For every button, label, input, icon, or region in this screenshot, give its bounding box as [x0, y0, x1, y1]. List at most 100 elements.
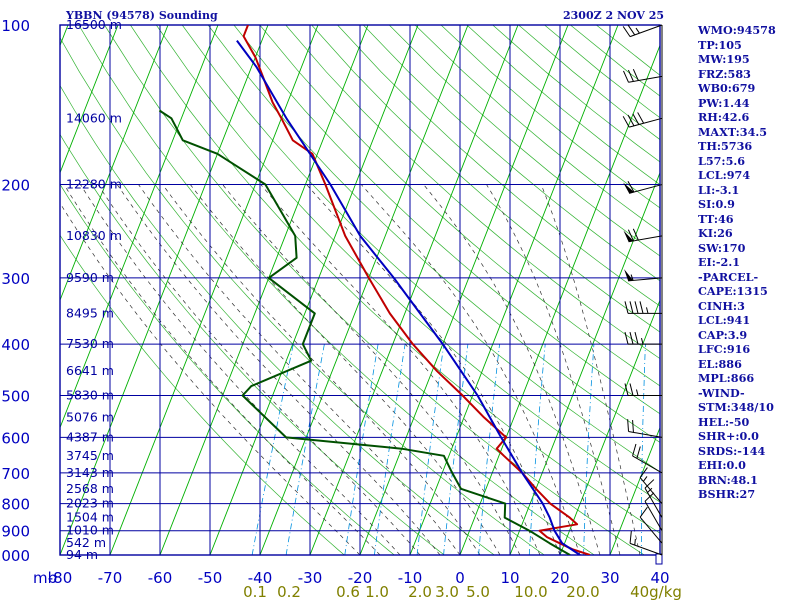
- height-label: 9590 m: [66, 270, 114, 285]
- index-item: -WIND-: [698, 385, 745, 400]
- dry-adiabat-line: [60, 133, 445, 555]
- height-label: 1504 m: [66, 510, 114, 525]
- dry-adiabat-line: [78, 25, 595, 555]
- wind-barb-feather: [639, 301, 644, 314]
- wind-barb-feather: [639, 506, 648, 518]
- wind-barb-shaft: [639, 477, 663, 504]
- isotherm-line: [259, 25, 469, 555]
- wind-barb-feather: [627, 69, 634, 82]
- index-item: WB0:679: [698, 81, 756, 95]
- index-item: CAPE:1315: [698, 284, 768, 298]
- temperature-tick-label: -80: [48, 569, 73, 587]
- wind-barb-feather: [636, 446, 641, 459]
- index-item: SI:0.9: [698, 197, 735, 211]
- pressure-tick-label: 100: [1, 17, 30, 35]
- index-item: CINH:3: [698, 298, 745, 313]
- mixing-ratio-line: [285, 344, 325, 555]
- wind-barb: [623, 228, 663, 243]
- pressure-tick-label: 800: [1, 496, 30, 514]
- wind-barb-shaft: [644, 487, 663, 518]
- wind-barb-feather: [623, 70, 629, 83]
- index-item: MAXT:34.5: [698, 124, 768, 139]
- wind-barb-shaft: [639, 516, 663, 544]
- index-item: TT:46: [698, 211, 734, 226]
- moist-adiabat-line: [222, 184, 521, 555]
- mixing-ratio-label: 10.0: [514, 583, 547, 600]
- height-label: 16500 m: [66, 17, 122, 32]
- index-item: EHI:0.0: [698, 458, 746, 472]
- moist-adiabat-line: [190, 184, 501, 555]
- wind-barb-shaft: [629, 24, 663, 38]
- mixing-ratio-label: 0.1: [243, 583, 267, 600]
- wind-barb-flag: [623, 182, 634, 194]
- mixing-ratio-line: [344, 344, 379, 555]
- index-item: WMO:94578: [698, 23, 776, 37]
- wind-barb: [639, 506, 663, 544]
- isotherm-line: [159, 25, 369, 555]
- wind-barb-feather: [624, 331, 629, 345]
- wind-barb-shaft: [628, 431, 663, 438]
- temperature-tick-label: 30: [600, 569, 619, 587]
- wind-barb: [623, 69, 663, 83]
- dry-adiabat-line: [259, 25, 660, 387]
- wind-barb: [632, 443, 663, 474]
- height-label: 2023 m: [66, 496, 114, 511]
- height-label: 542 m: [66, 535, 106, 550]
- wind-barb: [644, 479, 663, 518]
- parcel-trace: [236, 40, 581, 555]
- wind-barb-shaft: [629, 117, 663, 128]
- index-item: TH:5736: [698, 139, 753, 153]
- index-item: LFC:916: [698, 342, 751, 356]
- wind-barb-feather: [644, 492, 655, 502]
- wind-barb-feather: [627, 229, 634, 242]
- height-label: 1010 m: [66, 523, 114, 538]
- index-item: SHR+:0.0: [698, 429, 759, 443]
- wind-barb-shaft: [628, 75, 663, 83]
- moist-adiabat-line: [486, 184, 621, 555]
- wind-barb-feather: [632, 113, 640, 125]
- wind-barb-flag: [623, 230, 634, 242]
- corner-marker: [655, 553, 663, 565]
- wind-barb-half-feather: [642, 476, 648, 482]
- height-label: 5076 m: [66, 409, 114, 424]
- pressure-tick-label: 1000: [0, 547, 30, 565]
- isotherm-line: [60, 25, 119, 175]
- dry-adiabat-line: [285, 25, 660, 360]
- moist-adiabat-line: [162, 184, 481, 555]
- height-label: 7530 m: [66, 336, 114, 351]
- index-item: BRN:48.1: [698, 472, 758, 487]
- dry-adiabat-line: [311, 25, 660, 333]
- moist-adiabat-line: [116, 184, 441, 555]
- wind-barb: [639, 467, 663, 504]
- observation-time: 2300Z 2 NOV 25: [563, 9, 665, 22]
- isotherm-line: [559, 298, 660, 555]
- wind-barb-feather: [634, 301, 639, 314]
- dry-adiabat-line: [104, 25, 645, 555]
- wind-barb-feather: [622, 116, 630, 128]
- dry-adiabat-line: [388, 25, 660, 257]
- isotherm-line: [60, 25, 269, 555]
- temperature-tick-label: 10: [500, 569, 519, 587]
- mixing-ratio-label: 3.0: [435, 583, 459, 600]
- sounding-title: YBBN (94578) Sounding: [66, 9, 218, 22]
- height-label: 14060 m: [66, 110, 122, 125]
- height-label: 4387 m: [66, 429, 114, 444]
- wind-barb-half-feather: [630, 274, 634, 281]
- mixing-ratio-label: 1.0: [365, 583, 389, 600]
- height-label: 3143 m: [66, 465, 114, 480]
- moist-adiabat-line: [63, 184, 381, 555]
- wind-barb-shaft: [632, 455, 663, 474]
- wind-barb-feather: [632, 228, 639, 241]
- wind-barb-flag: [624, 269, 634, 281]
- pressure-tick-label: 400: [1, 336, 30, 354]
- temperature-tick-label: -20: [348, 569, 373, 587]
- wind-barb-half-feather: [634, 538, 636, 546]
- wind-barb-feather: [632, 443, 637, 457]
- wind-barb-feather: [627, 114, 635, 127]
- wind-barb-feather: [629, 383, 634, 396]
- mixing-ratio-line: [528, 344, 546, 555]
- wind-barb-shaft: [629, 184, 663, 194]
- wind-barb-shaft: [628, 235, 663, 243]
- mixing-ratio-label: 0.6: [336, 583, 360, 600]
- pressure-unit-label: mb: [33, 569, 57, 587]
